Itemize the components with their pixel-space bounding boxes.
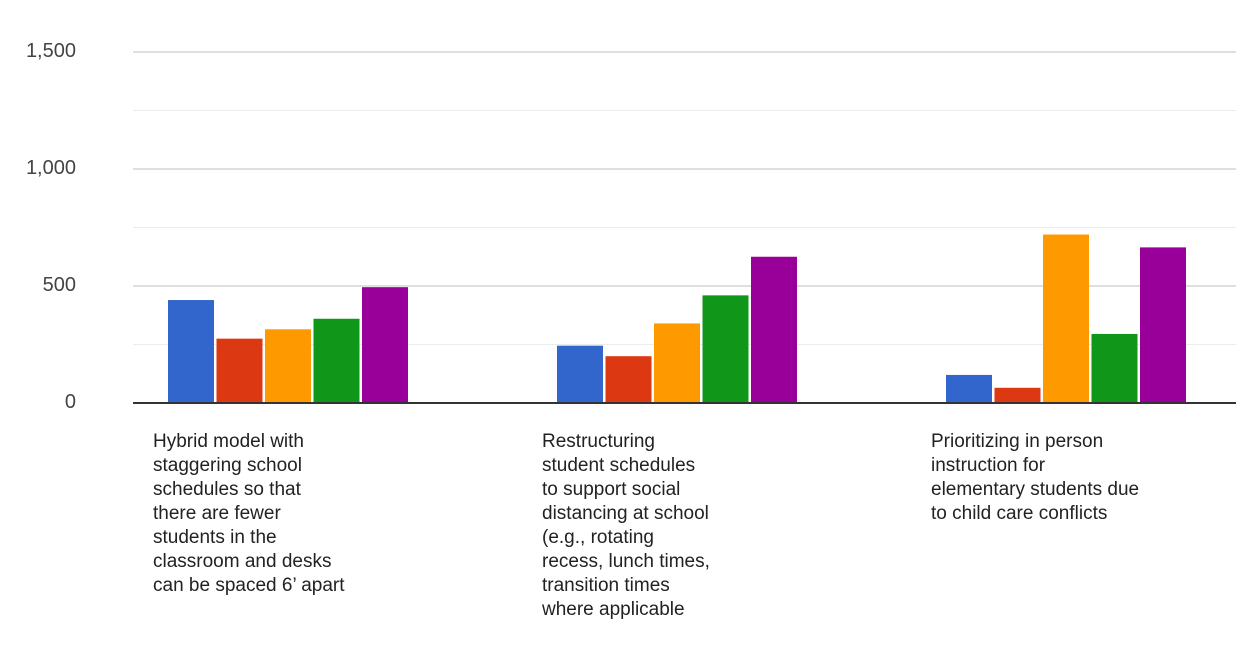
bar	[751, 256, 797, 403]
bar	[265, 329, 311, 403]
y-tick-label: 1,000	[25, 157, 76, 179]
x-category-label: Restructuring student schedules to suppo…	[542, 431, 710, 620]
bar	[1091, 333, 1138, 403]
y-tick-label: 500	[42, 274, 76, 296]
bar	[605, 356, 652, 403]
bar	[1043, 234, 1089, 403]
bar	[1140, 247, 1186, 403]
y-tick-label: 0	[64, 391, 76, 413]
bar	[654, 323, 700, 403]
bar	[313, 318, 360, 403]
x-category-label: Prioritizing in person instruction for e…	[931, 431, 1140, 524]
x-category-label: Hybrid model with staggering school sche…	[153, 431, 345, 596]
bar	[362, 287, 408, 403]
bar	[946, 374, 992, 403]
bar	[702, 295, 749, 403]
bar	[216, 338, 263, 403]
bar	[557, 345, 603, 403]
y-tick-label: 1,500	[25, 40, 76, 62]
bar	[168, 300, 214, 403]
bar	[994, 387, 1041, 403]
